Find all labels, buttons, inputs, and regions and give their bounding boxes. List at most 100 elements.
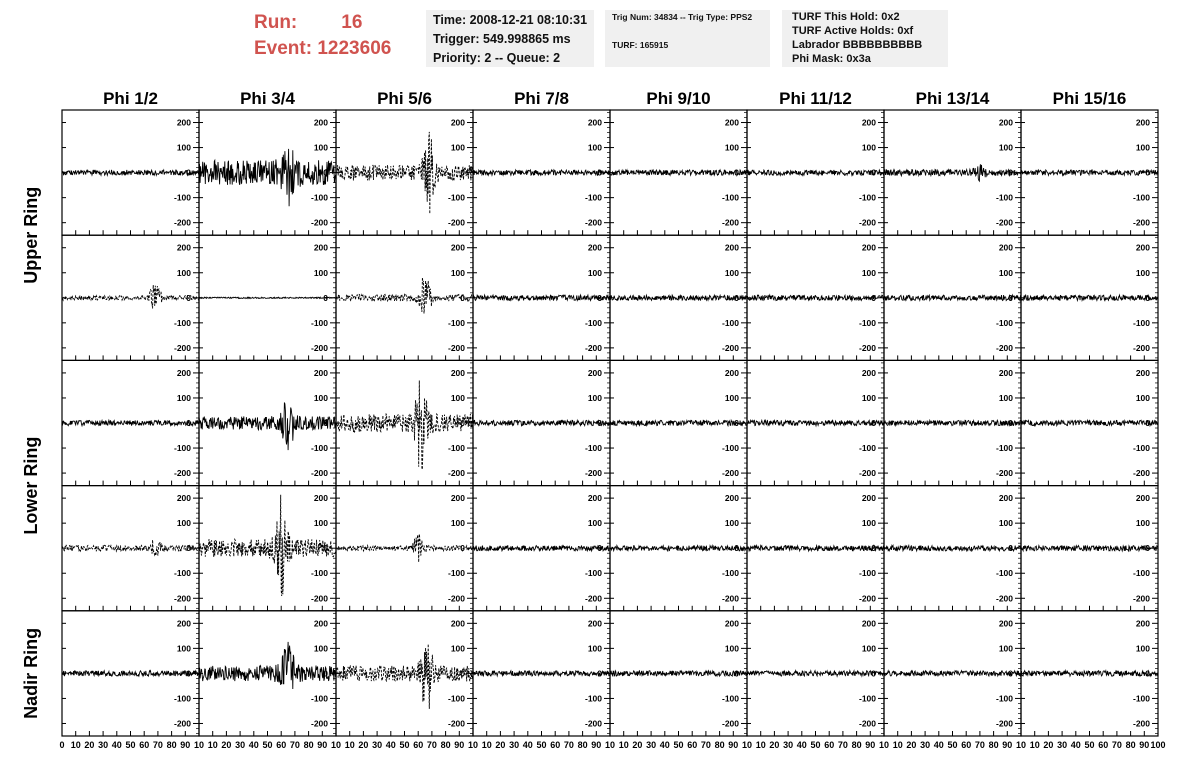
y-tick-label: -200 [448,593,465,603]
y-tick-label: -100 [585,193,602,203]
event-value: 1223606 [317,38,392,59]
x-tick-label: 60 [687,740,697,750]
y-tick-label: 200 [451,118,465,128]
column-title: Phi 11/12 [779,89,852,108]
x-tick-label: 50 [810,740,820,750]
x-tick-label: 50 [947,740,957,750]
y-tick-label: 100 [725,268,739,278]
y-tick-label: 100 [451,643,465,653]
y-tick-label: 200 [314,243,328,253]
y-tick-label: -100 [448,193,465,203]
x-tick-label: 50 [399,740,409,750]
y-tick-label: -200 [996,718,1013,728]
x-tick-label: 90 [865,740,875,750]
x-tick-label: 10 [605,740,615,750]
y-tick-label: -200 [311,593,328,603]
x-tick-label: 90 [1002,740,1012,750]
waveform-trace [883,418,1022,428]
y-tick-label: 100 [725,393,739,403]
y-tick-label: -200 [174,218,191,228]
y-tick-label: -200 [585,468,602,478]
x-tick-label: 20 [1043,740,1053,750]
y-tick-label: 200 [451,243,465,253]
x-tick-label: 80 [852,740,862,750]
x-tick-label: 60 [276,740,286,750]
y-tick-label: -100 [722,568,739,578]
y-tick-label: 200 [588,618,602,628]
waveform-trace [883,293,1022,303]
turf-active-text: TURF Active Holds: 0xf [792,25,914,37]
waveform-trace [746,168,885,177]
x-tick-label: 30 [372,740,382,750]
y-tick-label: -100 [174,443,191,453]
y-tick-label: -200 [174,718,191,728]
y-tick-label: -100 [996,318,1013,328]
column-title: Phi 15/16 [1053,89,1127,108]
y-tick-label: 200 [1136,368,1150,378]
y-tick-label: 100 [314,268,328,278]
y-tick-label: 200 [177,618,191,628]
y-tick-label: 100 [1136,393,1150,403]
x-tick-label: 30 [509,740,519,750]
y-tick-label: 200 [862,493,876,503]
waveform-trace [1020,168,1159,177]
y-tick-label: 0 [1145,293,1150,303]
x-tick-label: 40 [1071,740,1081,750]
x-tick-label: 20 [632,740,642,750]
y-tick-label: -200 [585,343,602,353]
y-tick-label: -100 [722,693,739,703]
y-tick-label: -200 [859,718,876,728]
y-tick-label: -100 [311,568,328,578]
y-tick-label: 100 [862,268,876,278]
y-tick-label: -100 [722,443,739,453]
x-tick-label: 20 [221,740,231,750]
waveform-trace [61,539,200,557]
y-tick-label: 100 [314,518,328,528]
y-tick-label: -200 [996,218,1013,228]
x-tick-label: 70 [564,740,574,750]
y-tick-label: 200 [999,618,1013,628]
x-tick-label: 70 [153,740,163,750]
x-tick-label: 80 [167,740,177,750]
y-tick-label: 100 [725,643,739,653]
y-tick-label: 100 [862,518,876,528]
x-tick-label: 50 [125,740,135,750]
x-tick-label: 40 [797,740,807,750]
y-tick-label: 200 [177,243,191,253]
trig-info-box: Trig Num: 34834 -- Trig Type: PPS2 TURF:… [605,10,770,67]
y-tick-label: -100 [859,193,876,203]
waveform-trace [335,533,474,563]
x-tick-label: 80 [578,740,588,750]
y-tick-label: 200 [1136,243,1150,253]
x-tick-label: 70 [701,740,711,750]
y-tick-label: -100 [174,193,191,203]
y-tick-label: -100 [1133,318,1150,328]
priority-text: Priority: 2 -- Queue: 2 [433,51,561,65]
y-tick-label: -100 [1133,193,1150,203]
x-tick-label: 10 [1030,740,1040,750]
y-tick-label: 100 [588,268,602,278]
x-tick-label: 10 [893,740,903,750]
waveform-trace [609,293,748,302]
y-tick-label: -200 [859,343,876,353]
y-tick-label: 200 [1136,118,1150,128]
y-tick-label: 200 [1136,493,1150,503]
waveform-trace [1020,543,1159,553]
y-tick-label: -200 [996,593,1013,603]
y-tick-label: 200 [725,493,739,503]
y-tick-label: 0 [323,668,328,678]
y-tick-label: -100 [448,568,465,578]
y-tick-label: -100 [311,193,328,203]
run-label: Run: [254,12,298,33]
y-tick-label: -200 [311,343,328,353]
event-label: Event: [254,38,313,59]
y-tick-label: -100 [448,693,465,703]
y-tick-label: -100 [722,318,739,328]
waveform-trace [1020,418,1159,428]
y-tick-label: -100 [859,443,876,453]
waveform-trace [198,148,337,207]
waveform-trace [472,418,611,428]
y-tick-label: 0 [1145,168,1150,178]
x-tick-label: 60 [1098,740,1108,750]
